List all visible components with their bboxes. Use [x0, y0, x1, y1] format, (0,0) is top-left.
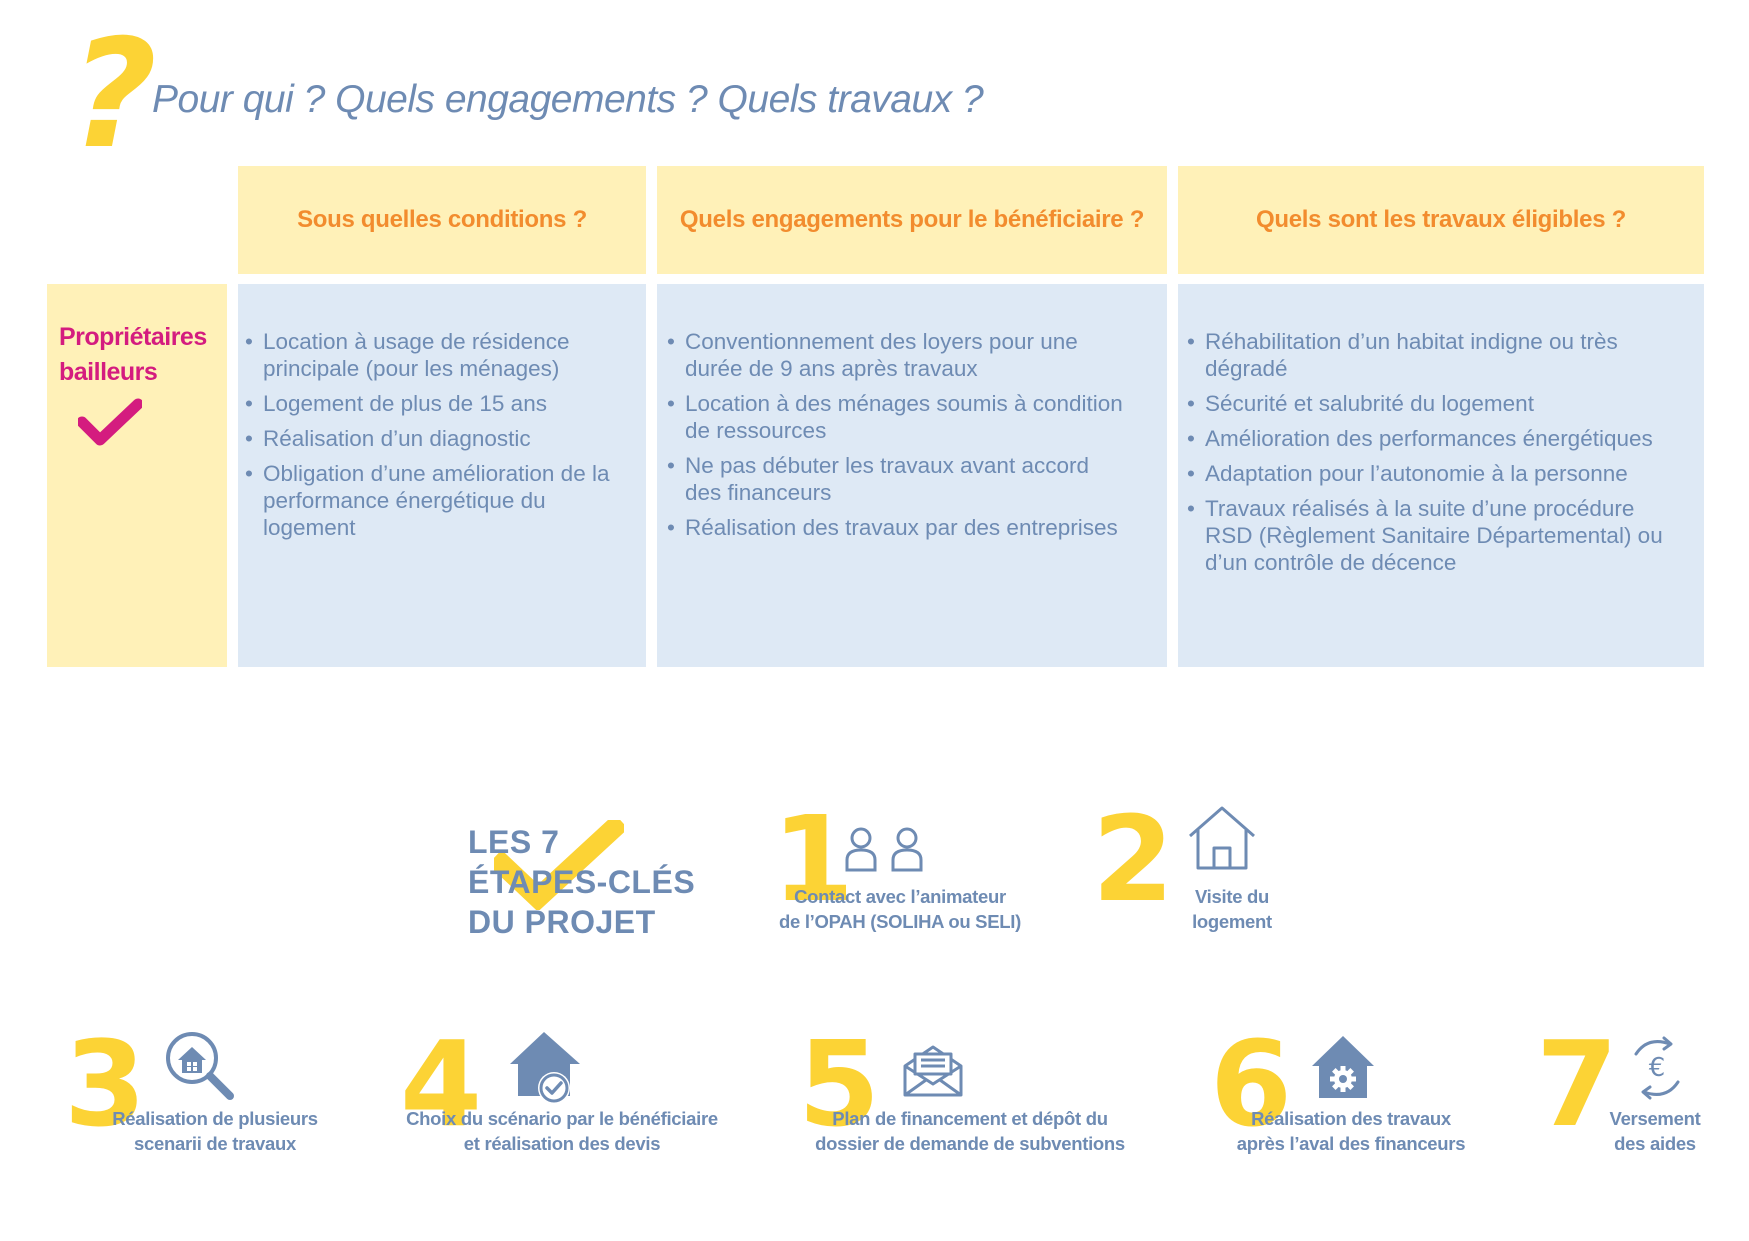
step-label-line: Plan de financement et dépôt du	[832, 1108, 1108, 1129]
list-item: Conventionnement des loyers pour une dur…	[667, 328, 1127, 382]
column-header-conditions: Sous quelles conditions ?	[238, 166, 646, 274]
euro-exchange-icon: €	[1634, 1036, 1680, 1100]
list-item: Amélioration des performances énergétiqu…	[1187, 425, 1687, 452]
house-search-icon	[166, 1032, 234, 1100]
list-item: Ne pas débuter les travaux avant accord …	[667, 452, 1127, 506]
list-item: Location à des ménages soumis à conditio…	[667, 390, 1127, 444]
list-item: Réalisation d’un diagnostic	[245, 425, 633, 452]
steps-title-line3: DU PROJET	[468, 904, 656, 940]
list-item: Obligation d’une amélioration de la perf…	[245, 460, 633, 541]
step-label-line: logement	[1192, 911, 1272, 932]
step-3-number: 3	[64, 1015, 147, 1153]
steps-title: LES 7 ÉTAPES-CLÉS DU PROJET	[468, 822, 695, 942]
svg-text:€: €	[1649, 1053, 1666, 1083]
step-label-line: des aides	[1614, 1133, 1696, 1154]
step-label-line: Choix du scénario par le bénéficiaire	[406, 1108, 718, 1129]
column-header-engagements: Quels engagements pour le bénéficiaire ?	[657, 166, 1167, 274]
step-6-label: Réalisation des travaux après l’aval des…	[1216, 1106, 1486, 1156]
step-label-line: Visite du	[1194, 886, 1270, 907]
list-item: Adaptation pour l’autonomie à la personn…	[1187, 460, 1687, 487]
envelope-icon	[903, 1045, 963, 1097]
step-label-line: Réalisation de plusieurs	[112, 1108, 318, 1129]
house-gear-icon	[1312, 1036, 1374, 1098]
row-label-line1: Propriétaires	[59, 323, 207, 351]
people-icon	[845, 827, 923, 872]
list-item: Travaux réalisés à la suite d’une procéd…	[1187, 495, 1687, 576]
step-3-label: Réalisation de plusieurs scenarii de tra…	[92, 1106, 338, 1156]
checkmark-icon	[78, 398, 142, 446]
house-check-icon	[510, 1032, 580, 1104]
question-mark-graphic: ?	[70, 8, 158, 182]
step-label-line: après l’aval des financeurs	[1236, 1133, 1466, 1154]
row-label-line2: bailleurs	[59, 358, 158, 386]
list-item: Réhabilitation d’un habitat indigne ou t…	[1187, 328, 1687, 382]
step-5-label: Plan de financement et dépôt du dossier …	[800, 1106, 1140, 1156]
step-7-number: 7	[1536, 1015, 1619, 1153]
step-5-number: 5	[798, 1015, 881, 1153]
step-label-line: de l’OPAH (SOLIHA ou SELI)	[779, 911, 1021, 932]
list-item: Réalisation des travaux par des entrepri…	[667, 514, 1127, 541]
column-header-travaux-label: Quels sont les travaux éligibles ?	[1256, 206, 1626, 233]
row-header-cell	[47, 284, 227, 667]
step-6-number: 6	[1210, 1015, 1293, 1153]
step-4-label: Choix du scénario par le bénéficiaire et…	[400, 1106, 724, 1156]
steps-title-line1: LES 7	[468, 824, 560, 860]
step-2-label: Visite du logement	[1162, 884, 1302, 934]
row-label: Propriétaires bailleurs	[59, 320, 229, 390]
house-icon	[1189, 806, 1255, 870]
step-1-label: Contact avec l’animateur de l’OPAH (SOLI…	[760, 884, 1040, 934]
list-item: Sécurité et salubrité du logement	[1187, 390, 1687, 417]
step-label-line: et réalisation des devis	[463, 1133, 661, 1154]
step-7-label: Versement des aides	[1590, 1106, 1720, 1156]
step-2-number: 2	[1092, 790, 1175, 928]
engagements-list: Conventionnement des loyers pour une dur…	[667, 328, 1127, 549]
column-header-engagements-label: Quels engagements pour le bénéficiaire ?	[679, 206, 1145, 233]
step-4-number: 4	[400, 1015, 483, 1153]
step-label-line: Réalisation des travaux	[1251, 1108, 1451, 1129]
step-label-line: Contact avec l’animateur	[794, 886, 1006, 907]
step-label-line: dossier de demande de subventions	[815, 1133, 1125, 1154]
travaux-list: Réhabilitation d’un habitat indigne ou t…	[1187, 328, 1687, 584]
step-1-number: 1	[772, 790, 855, 928]
conditions-list: Location à usage de résidence principale…	[245, 328, 633, 549]
list-item: Location à usage de résidence principale…	[245, 328, 633, 382]
checkmark-icon	[494, 820, 624, 910]
column-header-travaux: Quels sont les travaux éligibles ?	[1178, 166, 1704, 274]
steps-title-line2: ÉTAPES-CLÉS	[468, 864, 696, 900]
step-label-line: Versement	[1609, 1108, 1701, 1129]
list-item: Logement de plus de 15 ans	[245, 390, 633, 417]
step-label-line: scenarii de travaux	[134, 1133, 296, 1154]
page-title: Pour qui ? Quels engagements ? Quels tra…	[152, 78, 984, 121]
column-header-conditions-label: Sous quelles conditions ?	[297, 206, 587, 233]
